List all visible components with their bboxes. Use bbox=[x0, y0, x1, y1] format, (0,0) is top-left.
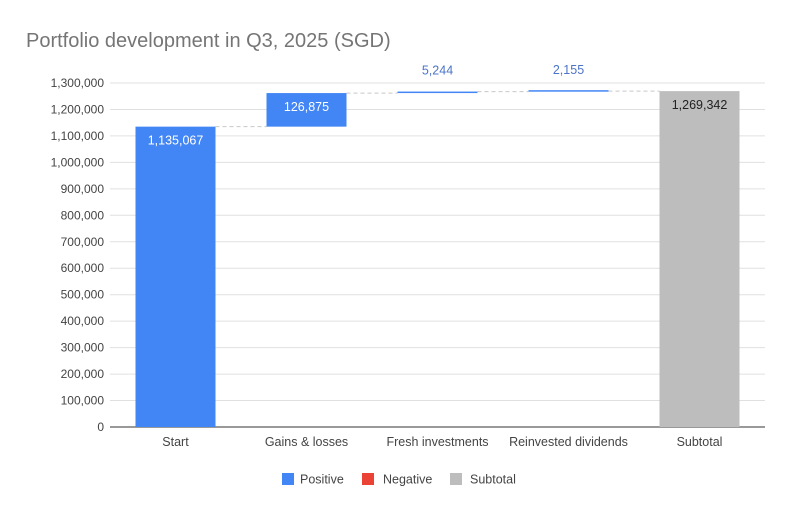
bar-start bbox=[135, 126, 216, 428]
y-tick-label: 600,000 bbox=[61, 261, 105, 275]
y-tick-label: 700,000 bbox=[61, 235, 105, 249]
y-tick-label: 200,000 bbox=[61, 367, 105, 381]
y-tick-label: 1,000,000 bbox=[51, 155, 105, 169]
y-axis: 0 100,000 200,000 300,000 400,000 500,000 600,… bbox=[51, 76, 105, 434]
y-tick-label: 800,000 bbox=[61, 208, 105, 222]
x-axis: Start Gains & losses Fresh investments Rein… bbox=[162, 435, 722, 449]
x-tick-label: Gains & losses bbox=[265, 435, 348, 449]
y-tick-label: 900,000 bbox=[61, 182, 105, 196]
y-tick-label: 100,000 bbox=[61, 394, 105, 408]
data-label: 126,875 bbox=[284, 100, 329, 114]
legend: Positive Negative Subtotal bbox=[282, 473, 516, 487]
x-tick-label: Fresh investments bbox=[386, 435, 488, 449]
connector-lines bbox=[215, 90, 660, 128]
y-tick-label: 1,200,000 bbox=[51, 102, 105, 116]
legend-swatch-negative bbox=[362, 473, 374, 485]
x-tick-label: Subtotal bbox=[677, 435, 723, 449]
data-label: 1,269,342 bbox=[672, 98, 728, 112]
bar-fresh-investments bbox=[397, 91, 478, 94]
y-tick-label: 500,000 bbox=[61, 288, 105, 302]
gridlines bbox=[110, 82, 765, 428]
x-tick-label: Reinvested dividends bbox=[509, 435, 628, 449]
bar-gains-losses bbox=[266, 93, 347, 127]
legend-label-negative: Negative bbox=[383, 473, 432, 487]
x-tick-label: Start bbox=[162, 435, 189, 449]
y-tick-label: 0 bbox=[97, 420, 104, 434]
chart-title: Portfolio development in Q3, 2025 (SGD) bbox=[26, 30, 391, 52]
data-label: 5,244 bbox=[422, 64, 453, 78]
y-tick-label: 1,100,000 bbox=[51, 129, 105, 143]
y-tick-label: 1,300,000 bbox=[51, 76, 105, 90]
bar-reinvested-dividends bbox=[528, 90, 609, 92]
bars bbox=[135, 90, 740, 428]
y-tick-label: 400,000 bbox=[61, 314, 105, 328]
data-label: 1,135,067 bbox=[148, 134, 204, 148]
legend-label-positive: Positive bbox=[300, 473, 344, 487]
bar-subtotal bbox=[659, 91, 740, 427]
data-label: 2,155 bbox=[553, 63, 584, 77]
legend-label-subtotal: Subtotal bbox=[470, 473, 516, 487]
data-labels: 1,135,067 126,875 5,244 2,155 1,269,342 bbox=[148, 63, 728, 148]
y-tick-label: 300,000 bbox=[61, 341, 105, 355]
legend-swatch-subtotal bbox=[450, 473, 462, 485]
legend-swatch-positive bbox=[282, 473, 294, 485]
